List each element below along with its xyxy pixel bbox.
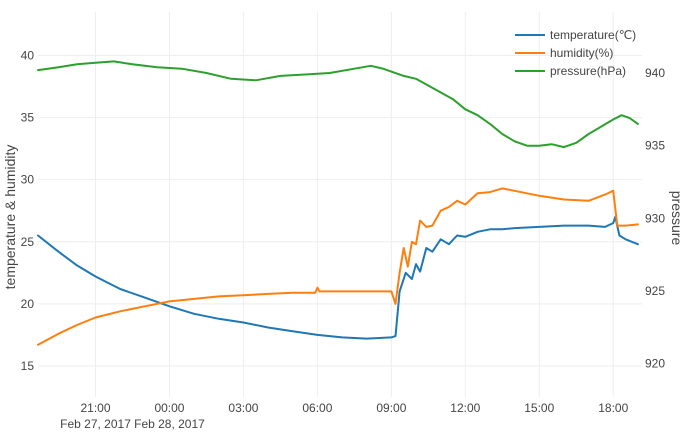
y-right-tick-label: 930 (645, 211, 665, 225)
legend-item-pressure[interactable]: pressure(hPa) (515, 64, 626, 78)
x-tick-label: 15:00 (524, 401, 554, 415)
legend-label: temperature(℃) (550, 28, 636, 42)
y-left-tick-label: 40 (21, 48, 35, 62)
legend-item-humidity[interactable]: humidity(%) (515, 46, 613, 60)
series-line-temperature (37, 215, 639, 340)
legend-item-temperature[interactable]: temperature(℃) (515, 28, 636, 42)
legend-label: pressure(hPa) (550, 64, 626, 78)
x-tick-label: 00:00 (154, 401, 184, 415)
x-tick-label: 03:00 (228, 401, 258, 415)
series-layer (37, 60, 639, 346)
series-line-pressure (37, 60, 639, 149)
y-right-tick-label: 920 (645, 357, 665, 371)
series-line-humidity (37, 187, 639, 346)
y-right-tick-label: 940 (645, 66, 665, 80)
legend-label: humidity(%) (550, 46, 613, 60)
tick-labels: 21:00 Feb 27, 2017 00:00 Feb 28, 2017 03:00 0… (21, 48, 666, 431)
y-left-tick-label: 35 (21, 111, 35, 125)
x-tick-label: 09:00 (376, 401, 406, 415)
y-right-tick-label: 935 (645, 139, 665, 153)
y-left-tick-label: 20 (21, 297, 35, 311)
x-tick-sublabel: Feb 27, 2017 (60, 417, 131, 431)
y-left-axis-title: temperature & humidity (2, 145, 18, 290)
x-tick-label: 12:00 (450, 401, 480, 415)
x-tick-label: 18:00 (598, 401, 628, 415)
y-right-tick-label: 925 (645, 284, 665, 298)
y-right-axis-title: pressure (669, 191, 680, 246)
x-tick-label: 21:00 (81, 401, 111, 415)
x-tick-sublabel: Feb 28, 2017 (134, 417, 205, 431)
x-tick-label: 06:00 (302, 401, 332, 415)
y-left-tick-label: 30 (21, 173, 35, 187)
y-left-tick-label: 15 (21, 359, 35, 373)
legend[interactable]: temperature(℃) humidity(%) pressure(hPa) (515, 28, 636, 78)
y-left-tick-label: 25 (21, 235, 35, 249)
